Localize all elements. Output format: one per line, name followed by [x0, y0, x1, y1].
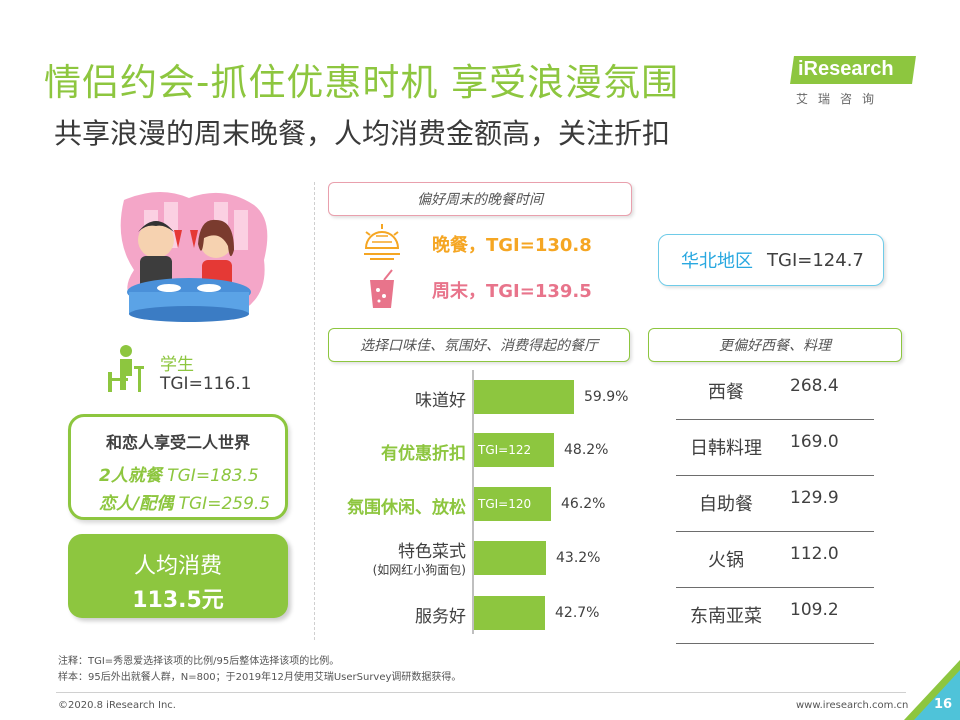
page-number: 16 [934, 697, 953, 712]
region-tgi: TGI=124.7 [767, 249, 864, 271]
cuisine-name: 东南亚菜 [690, 606, 762, 627]
footer-divider [56, 692, 906, 693]
bar-label: 氛围休闲、放松 [347, 498, 466, 518]
dinner-row: 晚餐，TGI=130.8 [360, 222, 592, 266]
cuisine-tgi: 169.0 [790, 432, 839, 452]
bar [474, 380, 574, 414]
sunset-icon [364, 224, 400, 260]
dinner-tgi: 晚餐，TGI=130.8 [432, 235, 592, 256]
cuisine-title: 更偏好西餐、料理 [648, 328, 902, 362]
time-pref-title: 偏好周末的晚餐时间 [328, 182, 632, 216]
bar-value-label: 46.2% [561, 496, 606, 512]
bar-value-label: 42.7% [555, 605, 600, 621]
column-divider [314, 182, 315, 640]
table-row: 火锅 112.0 [676, 532, 874, 588]
corner-decoration [904, 660, 960, 720]
cuisine-name: 西餐 [708, 382, 744, 403]
bar-label: 有优惠折扣 [381, 444, 466, 464]
couple-dinner-illustration [120, 191, 268, 322]
bar-label: 服务好 [415, 607, 466, 627]
cuisine-tgi: 109.2 [790, 600, 839, 620]
cuisine-tgi: 129.9 [790, 488, 839, 508]
avg-spend-label: 人均消费 [133, 554, 222, 579]
table-row: 日韩料理 169.0 [676, 420, 874, 476]
footer-copyright: ©2020.8 iResearch Inc. [58, 700, 176, 711]
bar-tgi-label: TGI=120 [478, 497, 532, 511]
weekend-tgi: 周末，TGI=139.5 [432, 281, 592, 302]
student-icon [108, 345, 144, 392]
couple-row-partner: 恋人/配偶 TGI=259.5 [99, 494, 271, 514]
bar [474, 487, 551, 521]
notes: 注释：TGI=秀恩爱选择该项的比例/95后整体选择该项的比例。 样本：95后外出… [58, 654, 461, 686]
bar-tgi-label: TGI=122 [478, 443, 532, 457]
bar [474, 541, 546, 575]
bar-label: 特色菜式 [398, 542, 466, 562]
cuisine-tgi: 112.0 [790, 544, 839, 564]
cuisine-name: 火锅 [708, 550, 744, 571]
couple-box-title: 和恋人享受二人世界 [105, 433, 250, 452]
region-name: 华北地区 [681, 251, 753, 272]
bar-chart-axis [472, 370, 474, 634]
cuisine-tgi: 268.4 [790, 376, 839, 396]
avg-spend-box: 人均消费 113.5元 [68, 534, 288, 618]
note-line-1: 注释：TGI=秀恩爱选择该项的比例/95后整体选择该项的比例。 [58, 656, 340, 667]
drink-icon [370, 269, 394, 308]
couple-box: 和恋人享受二人世界 2人就餐 TGI=183.5 恋人/配偶 TGI=259.5 [68, 414, 288, 520]
footer-url: www.iresearch.com.cn [796, 700, 909, 711]
table-row: 东南亚菜 109.2 [676, 588, 874, 644]
table-row: 自助餐 129.9 [676, 476, 874, 532]
weekend-row: 周末，TGI=139.5 [360, 268, 592, 312]
table-row: 西餐 268.4 [676, 364, 874, 420]
cuisine-name: 自助餐 [699, 494, 753, 515]
page-subtitle: 共享浪漫的周末晚餐，人均消费金额高，关注折扣 [54, 117, 671, 150]
student-tgi: TGI=116.1 [160, 374, 252, 394]
couple-row-two-people: 2人就餐 TGI=183.5 [99, 466, 259, 486]
avg-spend-value: 113.5元 [132, 588, 224, 613]
logo-cn: 艾瑞咨询 [796, 92, 885, 106]
bar-value-label: 48.2% [564, 442, 609, 458]
logo-brand: iResearch [798, 58, 894, 80]
cuisine-name: 日韩料理 [690, 438, 762, 459]
page-title: 情侣约会-抓住优惠时机 享受浪漫氛围 [44, 61, 680, 104]
iresearch-logo: iResearch 艾瑞咨询 [790, 46, 922, 108]
bar [474, 433, 554, 467]
bar-label: 味道好 [415, 391, 466, 411]
student-label: 学生 [160, 355, 194, 375]
region-box: 华北地区 TGI=124.7 [658, 234, 884, 286]
bar [474, 596, 545, 630]
restaurant-choice-title: 选择口味佳、氛围好、消费得起的餐厅 [328, 328, 630, 362]
bar-sublabel: (如网红小狗面包) [372, 563, 466, 577]
bar-value-label: 43.2% [556, 550, 601, 566]
note-line-2: 样本：95后外出就餐人群，N=800；于2019年12月使用艾瑞UserSurv… [58, 672, 462, 683]
bar-value-label: 59.9% [584, 389, 629, 405]
